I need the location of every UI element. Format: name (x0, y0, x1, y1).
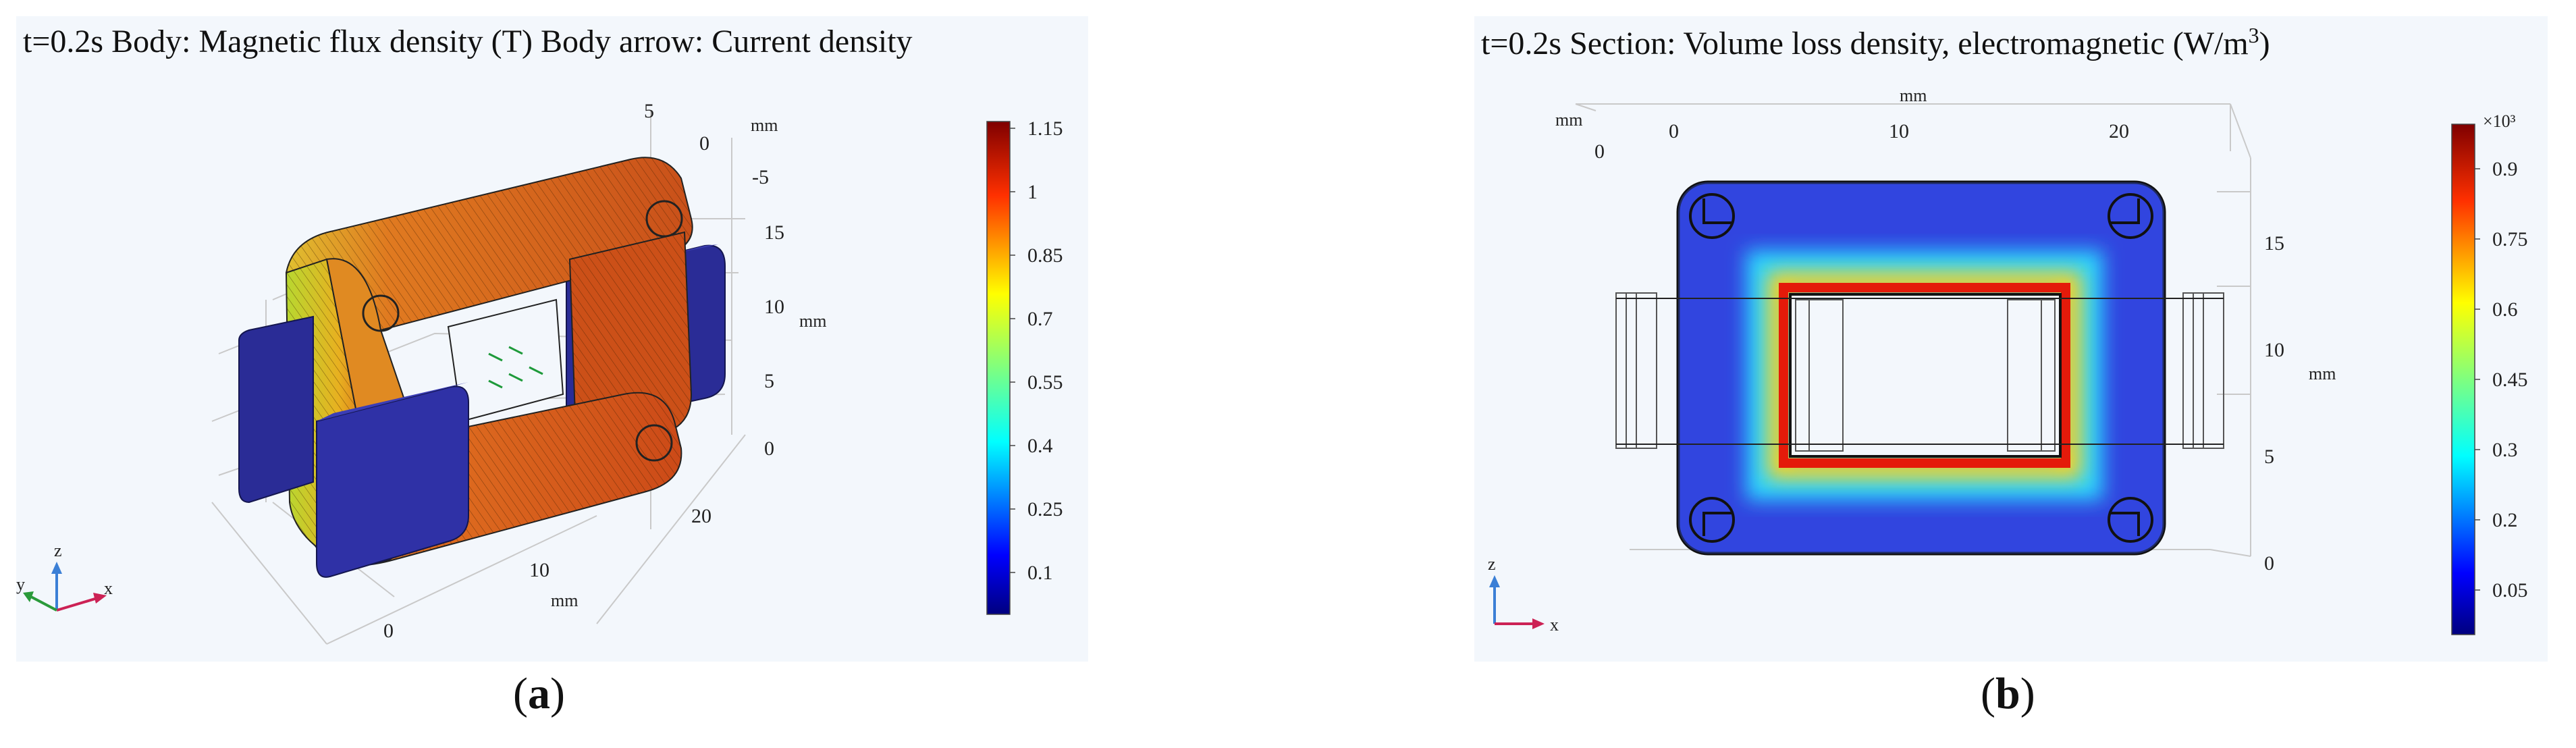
axis-v-tick-3: 0 (764, 437, 774, 460)
triad-b-x-label: x (1550, 615, 1559, 635)
panel-b-axis-triad: z x (1488, 554, 1559, 635)
axis-v-unit: mm (799, 311, 826, 331)
panel-b-coil-outlines (1615, 292, 2224, 449)
colorbar-a-tick: 1 (1027, 181, 1038, 203)
triad-x-label: x (104, 579, 113, 598)
panel-b-label: (b) (1981, 669, 2035, 718)
colorbar-a-tick: 0.1 (1027, 562, 1053, 584)
axis-b-right-tick: 0 (2264, 552, 2274, 575)
colorbar-a-tick: 0.85 (1027, 244, 1063, 267)
axis-z-unit: mm (751, 115, 778, 135)
colorbar-a-tick: 0.55 (1027, 371, 1063, 394)
axis-b-top-tick: 10 (1889, 120, 1909, 142)
colorbar-b-tick: 0.3 (2492, 439, 2518, 461)
colorbar-b-tick: 0.45 (2492, 369, 2528, 391)
core-section (1616, 180, 2224, 556)
panel-a-plot: t=0.2s Body: Magnetic flux density (T) B… (16, 16, 1088, 662)
coil-front-left (238, 315, 469, 578)
axis-b-top-tick: 20 (2109, 120, 2129, 142)
axis-b-unit-right: mm (2309, 364, 2336, 383)
core-b-corner-markers (1689, 193, 2153, 543)
colorbar-a-tick: 1.15 (1027, 117, 1063, 140)
colorbar-b-tick: 0.75 (2492, 228, 2528, 250)
axis-b-right-tick: 5 (2264, 446, 2274, 468)
colorbar-b-tick: 0.2 (2492, 509, 2518, 531)
axis-v-tick-2: 5 (764, 370, 774, 392)
axis-b-right-tick: 15 (2264, 232, 2284, 255)
panel-b-section-view: mm 0 mm 0 10 20 15 10 5 0 mm z x ×10³ 0.… (1488, 86, 2528, 635)
axis-b-unit-left: mm (1555, 110, 1582, 130)
colorbar-b-multiplier: ×10³ (2483, 111, 2516, 131)
axis-b-unit-top: mm (1900, 86, 1927, 105)
colorbar-a-tick: 0.4 (1027, 435, 1053, 457)
axis-b-left-tick: 0 (1594, 140, 1605, 163)
axis-v-tick-1: 10 (764, 296, 784, 318)
panel-b-colorbar: ×10³ 0.9 0.75 0.6 0.45 0.3 0.2 0.05 (2451, 111, 2528, 635)
panel-a-3d-view: 5 0 -5 mm 15 10 5 0 mm 20 10 0 mm z y x … (16, 100, 1063, 645)
colorbar-b-tick: 0.6 (2492, 298, 2518, 321)
colorbar-a-tick: 0.7 (1027, 308, 1053, 330)
axis-b-right-tick: 10 (2264, 339, 2284, 361)
triad-z-label: z (54, 541, 62, 560)
axis-v-tick-0: 15 (764, 221, 784, 244)
axis-b-top-tick: 0 (1669, 120, 1679, 142)
triad-b-z-label: z (1488, 554, 1496, 574)
panel-a-colorbar: 1.15 1 0.85 0.7 0.55 0.4 0.25 0.1 (986, 117, 1063, 615)
panel-b-plot: t=0.2s Section: Volume loss density, ele… (1474, 16, 2548, 662)
panel-a-label: (a) (513, 669, 565, 718)
axis-z-tick-0: 5 (644, 100, 654, 122)
triad-y-label: y (16, 575, 25, 594)
colorbar-b-tick: 0.9 (2492, 158, 2518, 180)
axis-z-tick-2: -5 (752, 166, 769, 188)
panel-a-axis-triad: z y x (16, 541, 113, 612)
colorbar-a-tick: 0.25 (1027, 498, 1063, 520)
axis-x-tick-1: 10 (529, 559, 549, 581)
colorbar-b-tick: 0.05 (2492, 579, 2528, 602)
axis-x-unit: mm (551, 591, 578, 610)
panel-a-title: t=0.2s Body: Magnetic flux density (T) B… (23, 24, 913, 59)
panel-b-title: t=0.2s Section: Volume loss density, ele… (1481, 23, 2270, 61)
axis-x-tick-0: 20 (691, 505, 712, 527)
axis-z-tick-1: 0 (699, 132, 709, 155)
axis-x-tick-2: 0 (383, 620, 394, 642)
